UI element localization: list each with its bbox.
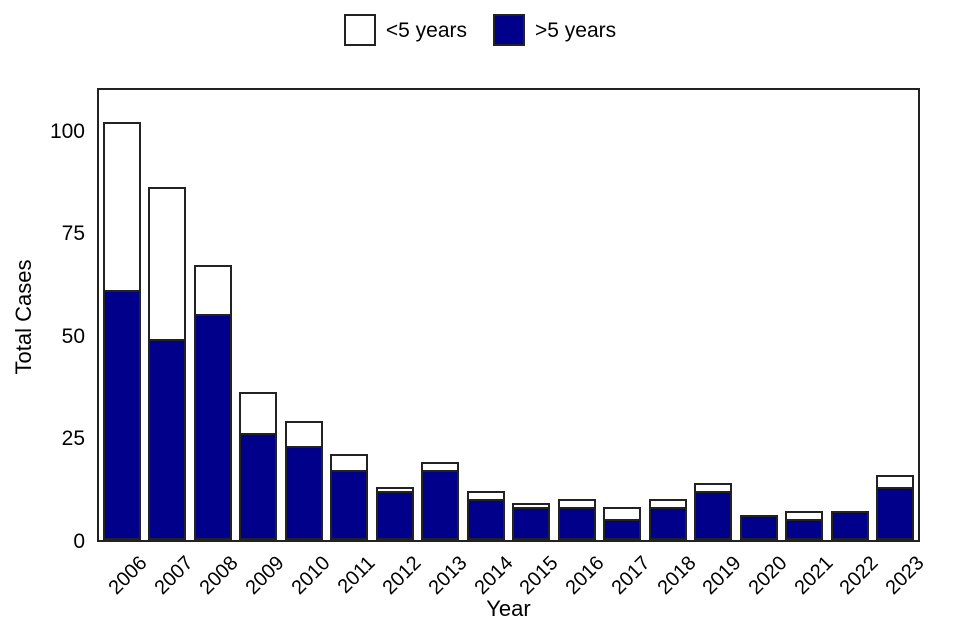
- bar-segment-over5-2012: [375, 491, 414, 540]
- bar-2017: [600, 90, 646, 540]
- bar-segment-under5-2006: [102, 122, 141, 290]
- bar-2012: [372, 90, 418, 540]
- bar-segment-under5-2009: [239, 392, 278, 433]
- legend-item-under5: <5 years: [343, 14, 467, 46]
- bar-segment-under5-2013: [421, 462, 460, 470]
- bar-segment-over5-2019: [694, 491, 733, 540]
- bar-segment-under5-2015: [512, 503, 551, 507]
- bar-segment-under5-2018: [648, 499, 687, 507]
- bar-2009: [236, 90, 282, 540]
- legend-swatch-under5-icon: [343, 14, 376, 46]
- y-tick-label-50: 50: [61, 325, 85, 348]
- bar-2021: [782, 90, 828, 540]
- bar-segment-over5-2016: [557, 507, 596, 540]
- bar-2013: [418, 90, 464, 540]
- chart-legend: <5 years >5 years: [0, 14, 960, 46]
- bar-segment-over5-2018: [648, 507, 687, 540]
- bar-segment-over5-2008: [193, 314, 232, 540]
- bar-segment-under5-2021: [785, 511, 824, 519]
- legend-label-over5: >5 years: [535, 18, 617, 42]
- y-tick-label-100: 100: [49, 120, 85, 143]
- bar-segment-over5-2023: [876, 487, 915, 540]
- bar-segment-under5-2017: [603, 507, 642, 519]
- bar-2015: [509, 90, 555, 540]
- bar-2020: [736, 90, 782, 540]
- bar-2019: [691, 90, 737, 540]
- plot-panel: [97, 88, 920, 542]
- bar-2008: [190, 90, 236, 540]
- bar-segment-over5-2014: [466, 499, 505, 540]
- bar-segment-under5-2008: [193, 265, 232, 314]
- bar-segment-over5-2021: [785, 519, 824, 540]
- bar-segment-under5-2011: [330, 454, 369, 470]
- bar-segment-over5-2017: [603, 519, 642, 540]
- bar-2014: [463, 90, 509, 540]
- y-tick-label-25: 25: [61, 427, 85, 450]
- legend-swatch-over5-icon: [493, 14, 525, 46]
- bar-2022: [827, 90, 873, 540]
- bar-segment-under5-2019: [694, 483, 733, 491]
- bar-segment-under5-2016: [557, 499, 596, 507]
- bar-segment-over5-2020: [739, 515, 778, 540]
- bar-2018: [645, 90, 691, 540]
- y-tick-label-75: 75: [61, 222, 85, 245]
- x-axis-tick-labels: 2006 2007 2008 2009 2010 2011 2012 2013 2014 2015…: [97, 544, 929, 604]
- bar-2007: [145, 90, 191, 540]
- legend-item-over5: >5 years: [493, 14, 616, 46]
- y-tick-label-0: 0: [73, 530, 85, 553]
- x-axis-title: Year: [486, 596, 531, 621]
- bar-segment-under5-2014: [466, 491, 505, 499]
- bar-2010: [281, 90, 327, 540]
- bar-segment-over5-2013: [421, 470, 460, 540]
- bar-segment-over5-2011: [330, 470, 369, 540]
- bar-segment-over5-2006: [102, 290, 141, 540]
- bar-2016: [554, 90, 600, 540]
- bar-segment-over5-2007: [148, 339, 187, 540]
- bar-segment-under5-2010: [284, 421, 323, 446]
- bar-segment-over5-2010: [284, 446, 323, 540]
- bar-segment-over5-2009: [239, 433, 278, 540]
- bar-segment-under5-2012: [375, 487, 414, 491]
- bar-segment-under5-2007: [148, 187, 187, 339]
- bar-2006: [99, 90, 145, 540]
- bar-segment-under5-2023: [876, 475, 915, 487]
- bar-2011: [327, 90, 373, 540]
- bar-segment-over5-2015: [512, 507, 551, 540]
- bar-2023: [873, 90, 919, 540]
- bar-segment-over5-2022: [830, 511, 869, 540]
- bars-container: [99, 90, 918, 540]
- legend-label-under5: <5 years: [385, 18, 467, 42]
